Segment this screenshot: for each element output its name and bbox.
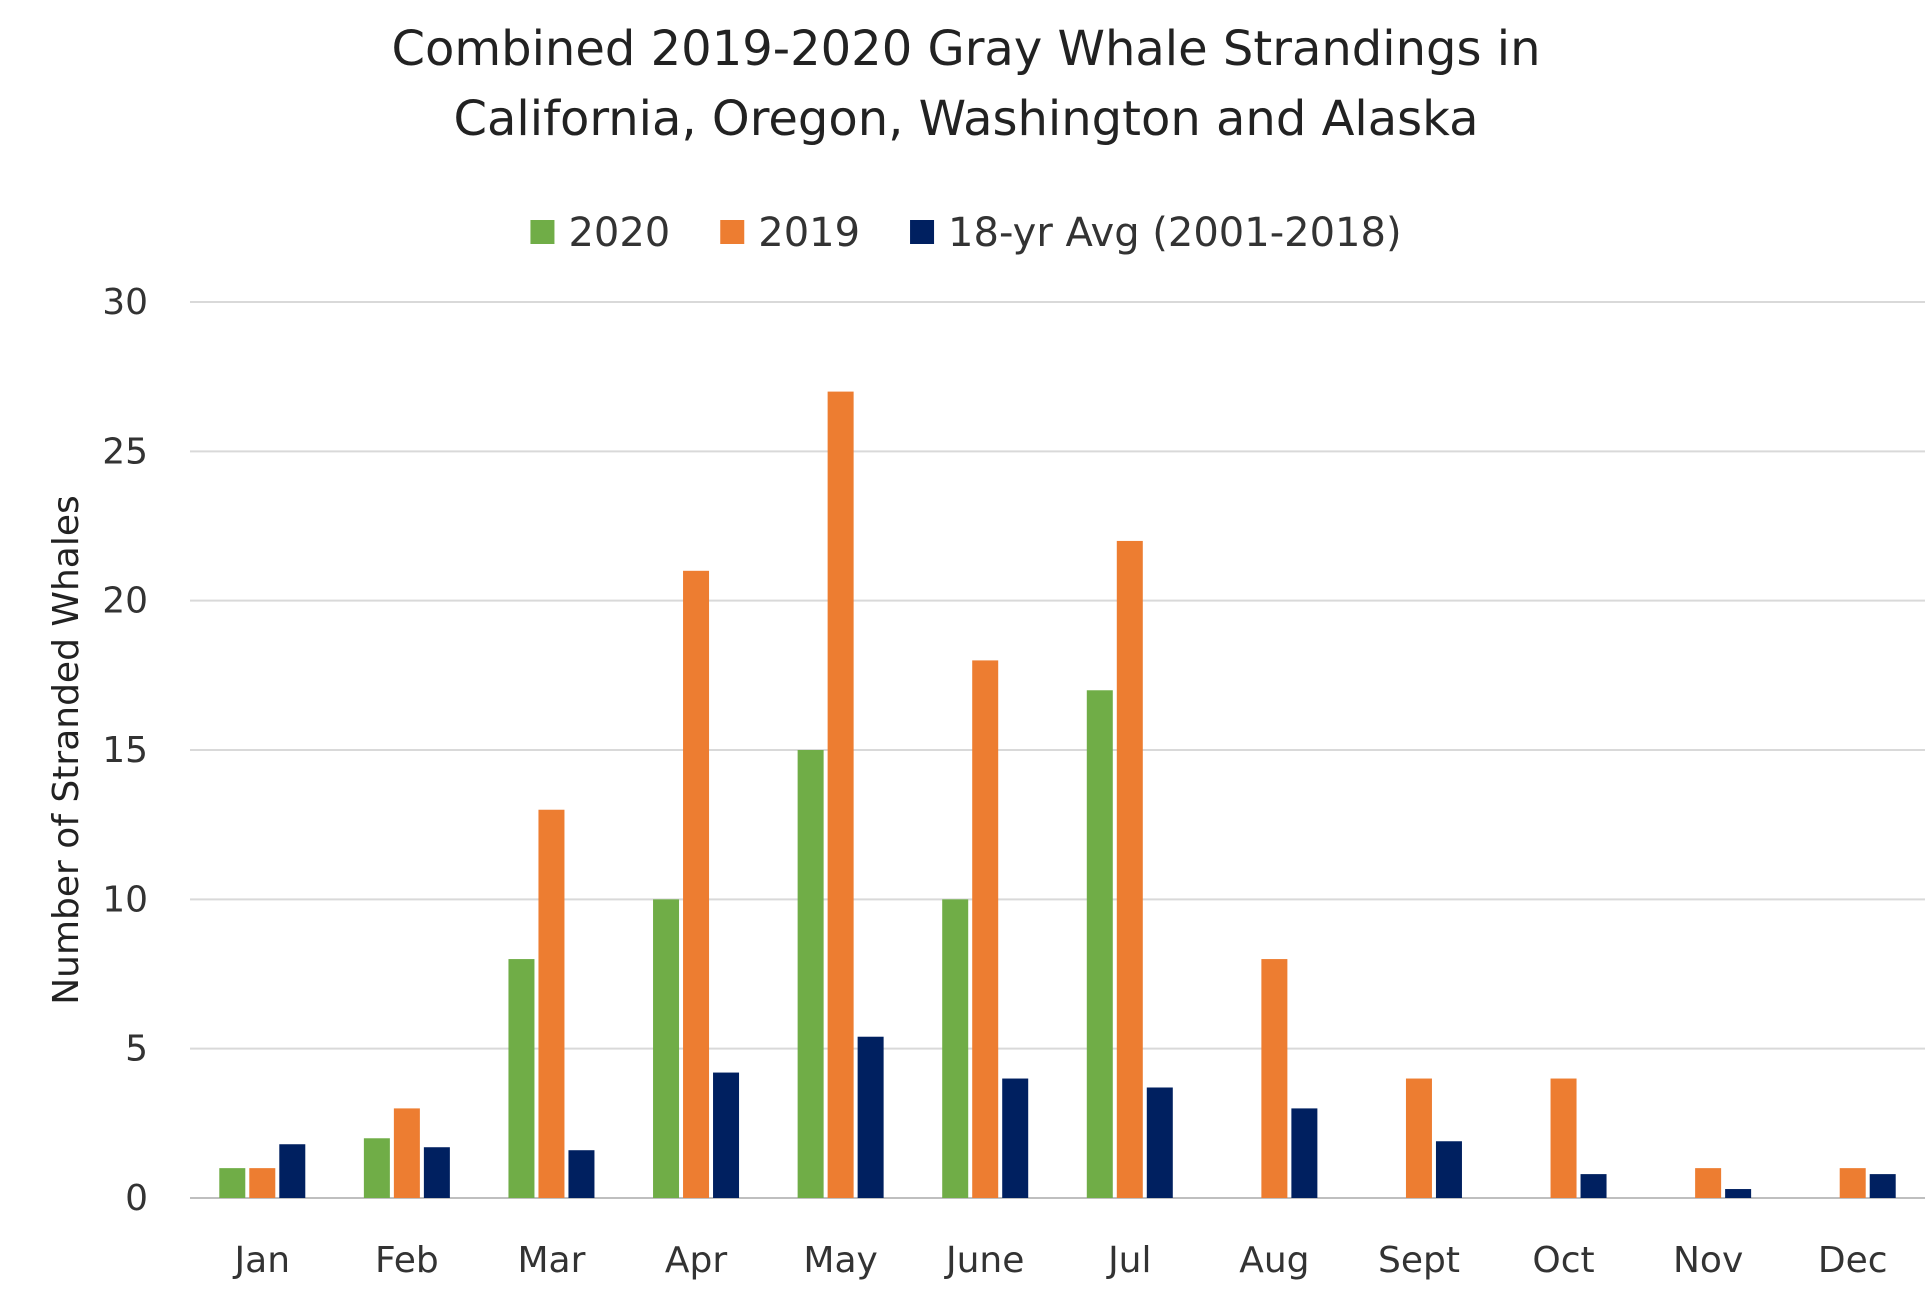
gridlines — [190, 301, 1925, 1199]
bar-may-series-1 — [827, 391, 854, 1199]
x-tick-label: Nov — [1673, 1240, 1743, 1281]
bar-mar-series-2 — [568, 1150, 595, 1198]
y-tick-label: 15 — [102, 730, 148, 771]
bar-oct-series-1 — [1550, 1078, 1577, 1198]
bar-mar-series-0 — [508, 959, 535, 1198]
legend-label: 2020 — [568, 210, 670, 256]
bar-jul-series-1 — [1116, 540, 1143, 1198]
y-tick-label: 20 — [102, 581, 148, 622]
x-tick-label: Apr — [665, 1240, 727, 1281]
bar-jan-series-0 — [219, 1168, 246, 1198]
bar-jan-series-1 — [249, 1168, 276, 1198]
x-tick-label: May — [803, 1240, 877, 1281]
bar-apr-series-1 — [683, 570, 710, 1198]
bar-feb-series-0 — [363, 1138, 390, 1198]
bar-feb-series-1 — [393, 1108, 420, 1198]
x-tick-label: Feb — [375, 1240, 439, 1281]
legend-label: 18-yr Avg (2001-2018) — [948, 210, 1402, 256]
bar-sept-series-1 — [1405, 1078, 1432, 1198]
legend-swatch — [720, 220, 745, 244]
bar-aug-series-2 — [1291, 1108, 1318, 1198]
bar-jul-series-0 — [1086, 690, 1113, 1198]
bar-may-series-2 — [857, 1036, 884, 1198]
bar-dec-series-1 — [1839, 1168, 1866, 1198]
x-tick-label: June — [944, 1240, 1024, 1281]
bar-sept-series-2 — [1435, 1141, 1462, 1198]
legend-item-0: 2020 — [530, 210, 670, 256]
bar-nov-series-1 — [1695, 1168, 1722, 1198]
chart-title-line-1: Combined 2019-2020 Gray Whale Strandings… — [391, 21, 1540, 77]
bars — [219, 391, 1896, 1199]
y-axis-ticks: 0 5 10 15 20 25 30 — [102, 282, 148, 1219]
chart-title-line-2: California, Oregon, Washington and Alask… — [453, 91, 1478, 147]
x-axis-ticks: Jan Feb Mar Apr May June Jul Aug Sept Oct Nov Dec — [233, 1240, 1888, 1281]
x-tick-label: Sept — [1378, 1240, 1460, 1281]
x-tick-label: Dec — [1818, 1240, 1888, 1281]
bar-apr-series-2 — [713, 1072, 740, 1198]
x-tick-label: Oct — [1532, 1240, 1594, 1281]
bar-oct-series-2 — [1580, 1174, 1607, 1198]
bar-jan-series-2 — [279, 1144, 306, 1198]
y-axis-label: Number of Stranded Whales — [46, 495, 87, 1005]
bar-dec-series-2 — [1869, 1174, 1896, 1198]
y-tick-label: 10 — [102, 879, 148, 920]
x-tick-label: Aug — [1239, 1240, 1309, 1281]
bar-june-series-2 — [1002, 1078, 1029, 1198]
bar-feb-series-2 — [423, 1147, 450, 1198]
bar-aug-series-1 — [1261, 959, 1288, 1198]
legend-swatch — [530, 220, 555, 244]
y-tick-label: 30 — [102, 282, 148, 323]
legend-item-1: 2019 — [720, 210, 860, 256]
bar-apr-series-0 — [653, 899, 680, 1198]
bar-jul-series-2 — [1146, 1087, 1173, 1198]
legend: 2020 2019 18-yr Avg (2001-2018) — [530, 210, 1402, 256]
x-tick-label: Jan — [233, 1240, 291, 1281]
legend-label: 2019 — [758, 210, 860, 256]
y-tick-label: 5 — [125, 1029, 148, 1070]
legend-swatch — [910, 220, 935, 244]
bar-nov-series-2 — [1725, 1189, 1752, 1198]
x-tick-label: Jul — [1106, 1240, 1151, 1281]
y-tick-label: 0 — [125, 1178, 148, 1219]
bar-may-series-0 — [797, 750, 824, 1198]
bar-mar-series-1 — [538, 809, 565, 1198]
bar-june-series-0 — [942, 899, 969, 1198]
x-tick-label: Mar — [517, 1240, 585, 1281]
bar-june-series-1 — [972, 660, 999, 1198]
legend-item-2: 18-yr Avg (2001-2018) — [910, 210, 1402, 256]
y-tick-label: 25 — [102, 431, 148, 472]
